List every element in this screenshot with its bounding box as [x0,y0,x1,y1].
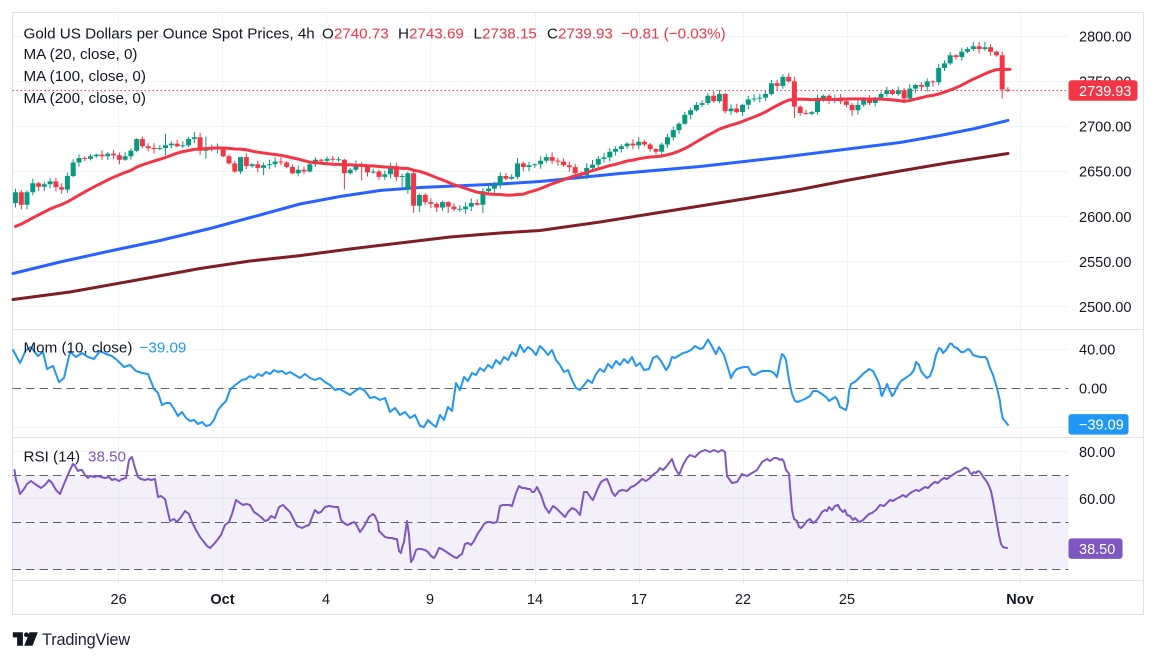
svg-text:MA (100, close, 0): MA (100, close, 0) [24,68,146,85]
svg-text:4: 4 [322,592,330,608]
svg-text:80.00: 80.00 [1079,445,1115,461]
svg-text:RSI (14)38.50: RSI (14) 38.50 [24,448,127,465]
svg-text:Nov: Nov [1006,592,1033,608]
svg-text:60.00: 60.00 [1079,492,1115,508]
svg-text:2650.00: 2650.00 [1079,165,1131,181]
svg-text:22: 22 [735,592,751,608]
svg-text:−39.09: −39.09 [1079,418,1124,434]
svg-text:Gold US Dollars per Ounce Spot: Gold US Dollars per Ounce Spot Prices, 4… [24,25,726,42]
svg-text:2500.00: 2500.00 [1079,300,1131,316]
svg-text:Oct: Oct [210,592,234,608]
svg-text:2600.00: 2600.00 [1079,210,1131,226]
svg-text:38.50: 38.50 [1079,542,1115,558]
svg-text:MA (200, close, 0): MA (200, close, 0) [24,90,146,107]
svg-text:14: 14 [527,592,543,608]
svg-text:26: 26 [111,592,127,608]
svg-text:TradingView: TradingView [42,631,130,649]
svg-text:MA (20, close, 0): MA (20, close, 0) [24,46,138,63]
svg-text:2739.93: 2739.93 [1079,84,1131,100]
svg-text:2700.00: 2700.00 [1079,120,1131,136]
svg-text:9: 9 [426,592,434,608]
svg-text:25: 25 [839,592,855,608]
svg-text:2800.00: 2800.00 [1079,30,1131,46]
svg-text:2550.00: 2550.00 [1079,255,1131,271]
svg-text:40.00: 40.00 [1079,342,1115,358]
svg-text:17: 17 [631,592,647,608]
svg-text:0.00: 0.00 [1079,381,1107,397]
svg-text:Mom (10, close)−39.09: Mom (10, close) −39.09 [24,339,187,356]
